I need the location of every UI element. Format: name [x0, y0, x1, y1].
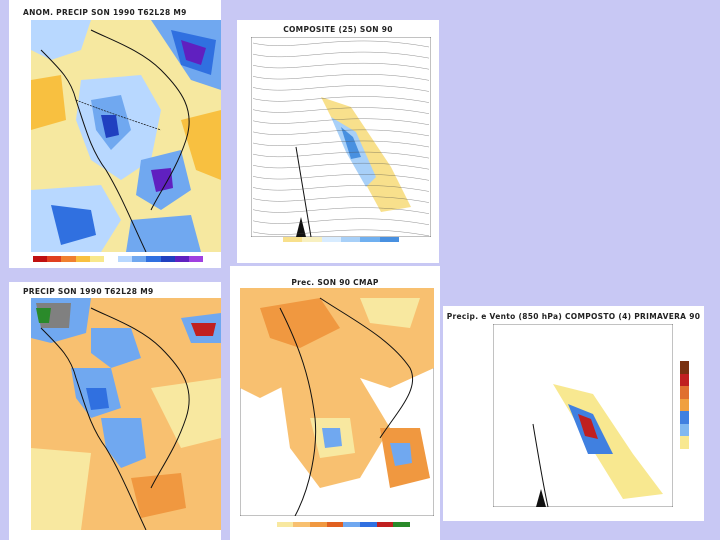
- colorbar-swatch: [160, 256, 175, 262]
- streamline: [252, 229, 430, 237]
- panel-cmap: Prec. SON 90 CMAP: [230, 266, 440, 540]
- panel-title: Precip. e Vento (850 hPa) COMPOSTO (4) P…: [446, 312, 701, 321]
- colorbar-swatch: [276, 522, 294, 527]
- colorbar-swatch: [118, 256, 133, 262]
- colorbar-swatch: [283, 237, 303, 242]
- colorbar-swatch: [360, 522, 377, 527]
- colorbar-swatch: [340, 237, 361, 242]
- colorbar-swatch: [33, 256, 48, 262]
- colorbar: [283, 237, 399, 242]
- streamline: [252, 40, 430, 48]
- colorbar-swatch: [321, 237, 341, 242]
- precip-anomaly-map: [31, 20, 221, 252]
- colorbar-swatch: [360, 237, 380, 242]
- colorbar-swatch: [326, 522, 344, 527]
- colorbar-swatch: [260, 522, 277, 527]
- vertical-colorbar: [680, 361, 689, 461]
- streamline: [252, 185, 430, 192]
- streamline: [252, 85, 430, 92]
- colorbar-swatch: [47, 256, 62, 262]
- colorbar: [33, 256, 204, 262]
- colorbar-swatch: [680, 373, 689, 386]
- streamline: [252, 107, 430, 114]
- colorbar-swatch: [376, 522, 394, 527]
- panel-precip-son: PRECIP SON 1990 T62L28 M9: [9, 282, 221, 540]
- colorbar-swatch: [343, 522, 361, 527]
- streamline-map: [493, 324, 673, 507]
- panel-title: ANOM. PRECIP SON 1990 T62L28 M9: [23, 8, 187, 17]
- colorbar-swatch: [680, 386, 689, 399]
- colorbar-swatch: [680, 398, 689, 411]
- streamline: [252, 196, 430, 203]
- colorbar: [260, 522, 411, 527]
- colorbar-swatch: [293, 522, 311, 527]
- panel-title: PRECIP SON 1990 T62L28 M9: [23, 287, 154, 296]
- colorbar-swatch: [680, 423, 689, 436]
- streamline: [252, 74, 430, 81]
- colorbar-swatch: [393, 522, 411, 527]
- colorbar-swatch: [310, 522, 327, 527]
- colorbar-swatch: [188, 256, 204, 262]
- colorbar-swatch: [680, 411, 689, 424]
- colorbar-swatch: [680, 436, 689, 449]
- streamline: [252, 218, 430, 225]
- precip-map: [240, 288, 434, 516]
- colorbar-swatch: [174, 256, 189, 262]
- panel-precip-vento: Precip. e Vento (850 hPa) COMPOSTO (4) P…: [443, 306, 704, 521]
- colorbar-swatch: [146, 256, 161, 262]
- streamline: [252, 51, 430, 59]
- streamline-map: [251, 37, 431, 237]
- streamline: [252, 63, 430, 70]
- colorbar-swatch: [89, 256, 104, 262]
- streamline: [252, 207, 430, 214]
- streamline: [252, 129, 430, 137]
- colorbar-swatch: [75, 256, 90, 262]
- streamline: [252, 163, 430, 170]
- panel-anom-precip: ANOM. PRECIP SON 1990 T62L28 M9: [9, 0, 221, 268]
- colorbar-swatch: [132, 256, 147, 262]
- precip-map: [31, 298, 221, 530]
- streamline: [252, 140, 430, 148]
- streamline: [252, 174, 430, 181]
- streamline: [252, 96, 430, 103]
- colorbar-swatch: [302, 237, 322, 242]
- colorbar-swatch: [379, 237, 399, 242]
- colorbar-swatch: [103, 256, 119, 262]
- colorbar-swatch: [680, 448, 689, 461]
- streamline: [252, 151, 430, 159]
- panel-title: Prec. SON 90 CMAP: [291, 278, 379, 287]
- panel-title: COMPOSITE (25) SON 90: [283, 25, 393, 34]
- colorbar-swatch: [61, 256, 76, 262]
- colorbar-swatch: [680, 361, 689, 374]
- streamline: [252, 118, 430, 125]
- panel-composite: COMPOSITE (25) SON 90: [237, 20, 439, 263]
